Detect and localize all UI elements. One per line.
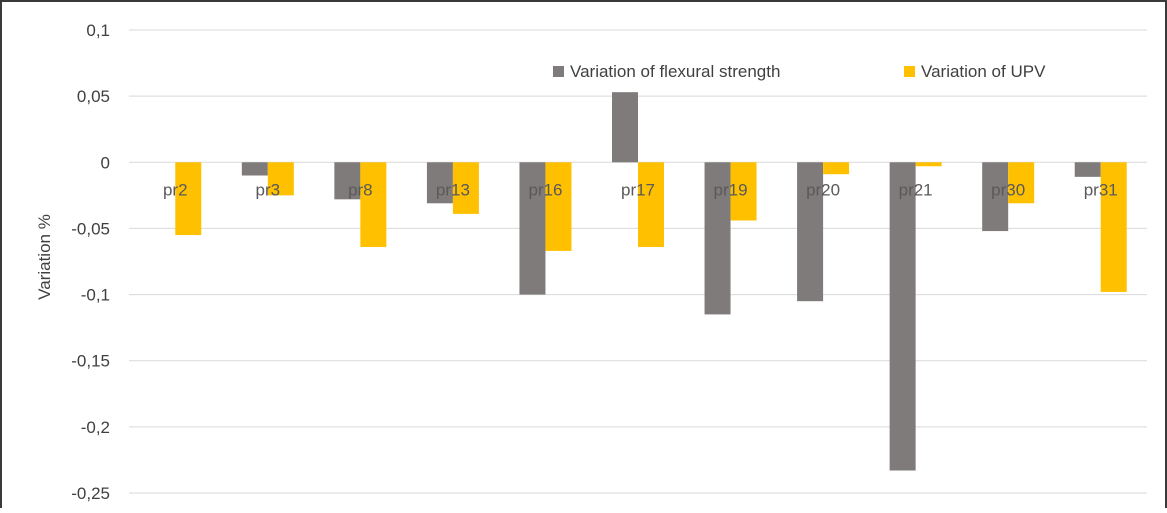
legend-label: Variation of UPV [921, 62, 1046, 81]
category-label: pr3 [256, 180, 281, 199]
category-label: pr13 [436, 180, 470, 199]
bar-upv-pr19 [730, 162, 757, 221]
bar-upv-pr31 [1100, 162, 1127, 292]
bar-upv-pr13 [452, 162, 479, 214]
legend-swatch [553, 66, 564, 77]
category-labels: pr2 pr3 pr8 pr13 pr16 pr17 pr19 pr20 pr21 pr30 pr3… [163, 180, 1118, 199]
bars [175, 92, 1127, 471]
y-axis-ticks: 0,1 0,05 0 -0,05 -0,1 -0,15 -0,2 -0,25 [71, 21, 110, 503]
bar-upv-pr17 [638, 162, 664, 247]
bar-upv-pr30 [1008, 162, 1035, 204]
bar-flexural-pr13 [426, 162, 453, 204]
bar-upv-pr21 [915, 162, 942, 167]
category-label: pr19 [714, 180, 748, 199]
bar-flexural-pr3 [241, 162, 268, 176]
y-tick-label: -0,05 [71, 219, 110, 238]
y-tick-label: 0,1 [86, 21, 110, 40]
category-label: pr8 [348, 180, 373, 199]
category-label: pr21 [899, 180, 933, 199]
bar-flexural-pr17 [612, 92, 638, 163]
y-axis-label: Variation % [35, 214, 54, 300]
y-tick-label: -0,15 [71, 352, 110, 371]
y-tick-label: -0,1 [81, 286, 110, 305]
legend-label: Variation of flexural strength [570, 62, 780, 81]
category-label: pr2 [163, 180, 188, 199]
category-label: pr30 [991, 180, 1025, 199]
y-tick-label: -0,25 [71, 484, 110, 503]
bar-upv-pr20 [823, 162, 850, 175]
y-tick-label: 0,05 [77, 87, 110, 106]
bar-flexural-pr20 [797, 162, 824, 302]
bar-flexural-pr8 [334, 162, 361, 200]
bar-flexural-pr30 [982, 162, 1009, 232]
bar-flexural-pr31 [1074, 162, 1101, 177]
bar-upv-pr3 [267, 162, 294, 196]
bar-flexural-pr21 [889, 162, 916, 471]
bar-flexural-pr16 [519, 162, 546, 295]
category-label: pr20 [806, 180, 840, 199]
y-tick-label: 0 [101, 153, 110, 172]
bar-upv-pr2 [175, 162, 202, 236]
category-label: pr16 [528, 180, 562, 199]
legend: Variation of flexural strength Variation … [553, 62, 1046, 81]
bar-upv-pr16 [545, 162, 572, 251]
bar-flexural-pr19 [704, 162, 731, 315]
bar-upv-pr8 [360, 162, 387, 247]
legend-swatch [904, 66, 915, 77]
category-label: pr31 [1084, 180, 1118, 199]
y-tick-label: -0,2 [81, 418, 110, 437]
category-label: pr17 [621, 180, 655, 199]
